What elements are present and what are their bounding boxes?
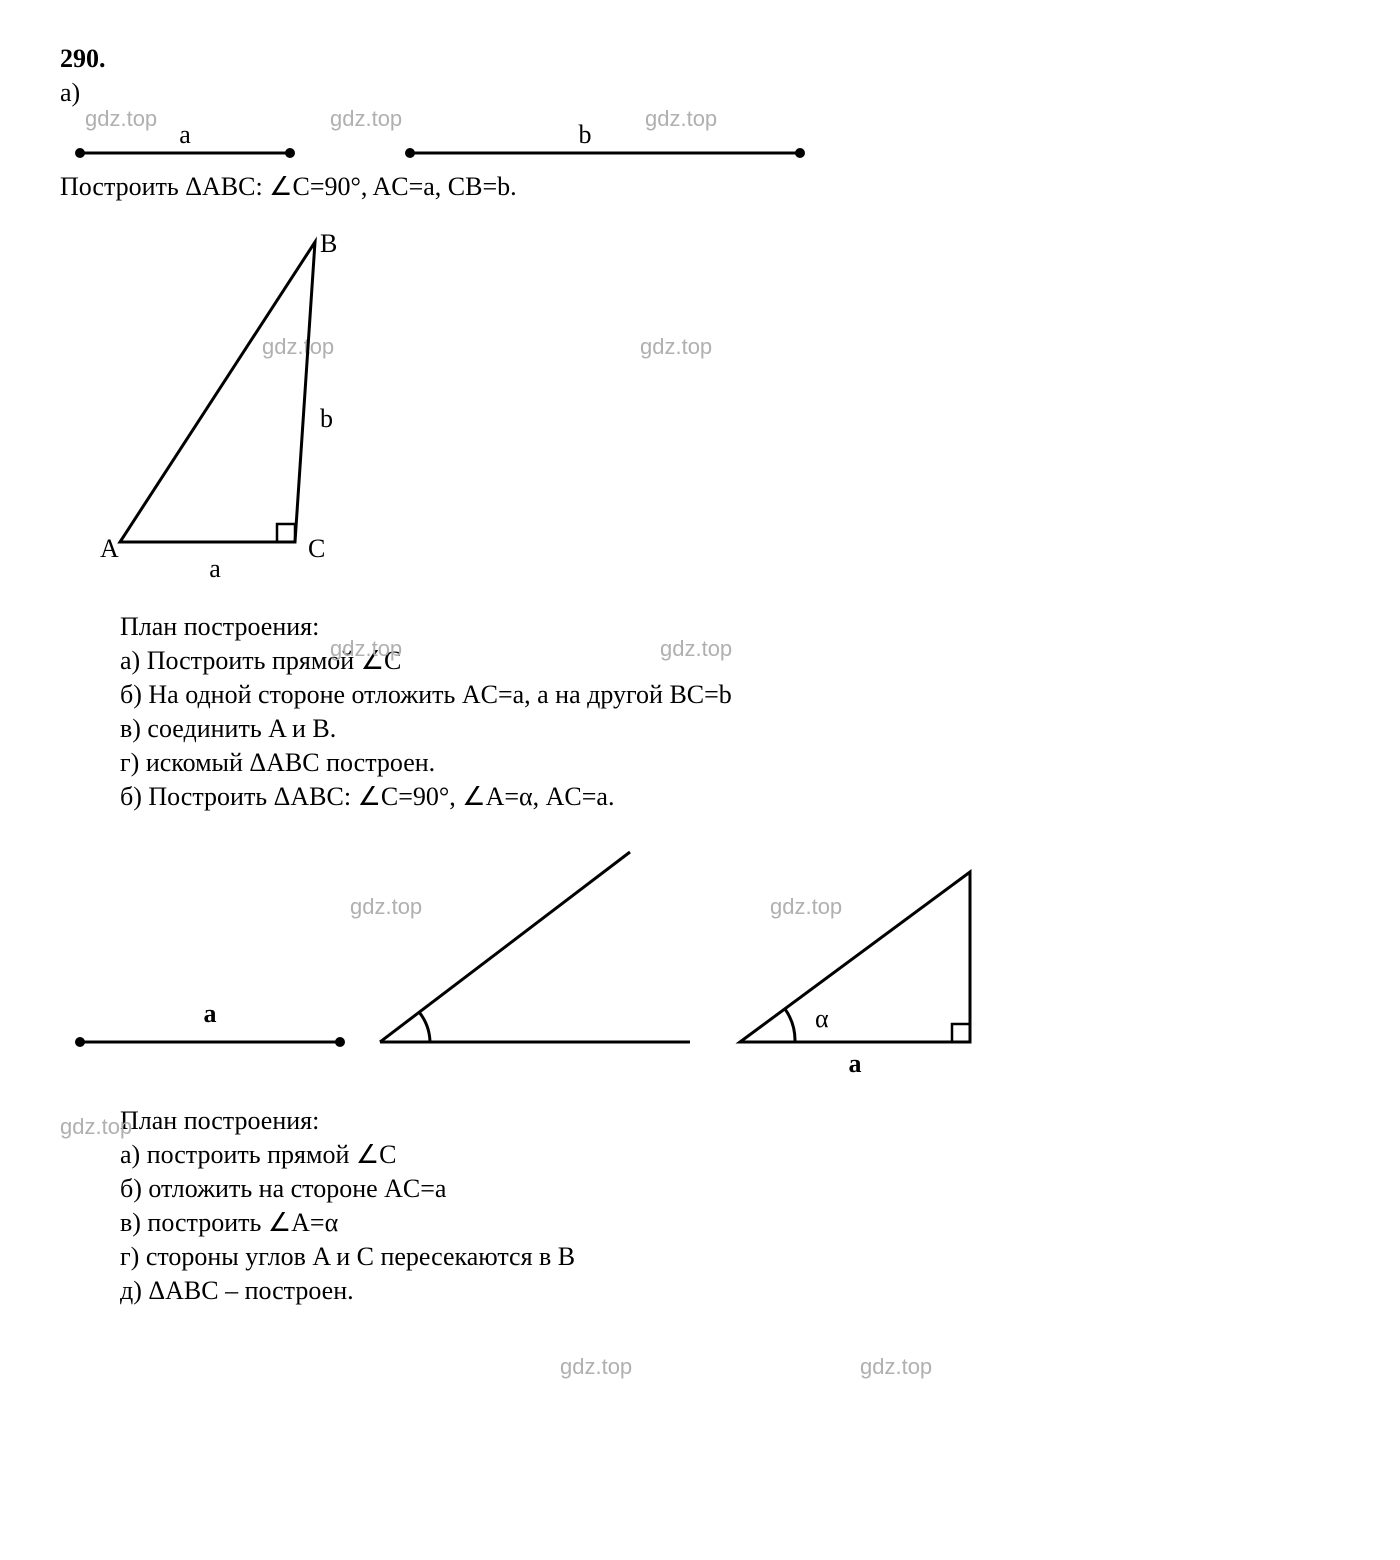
plan-a-step-d: г) искомый ΔABC построен. [120,748,1340,778]
svg-text:C: C [308,534,325,563]
plan-a-step-b: б) На одной стороне отложить AC=a, а на … [120,680,1340,710]
watermark: gdz.top [560,1354,632,1380]
svg-text:a: a [209,554,221,583]
document-content: gdz.top gdz.top gdz.top gdz.top gdz.top … [60,44,1340,1306]
plan-b-step-d: г) стороны углов A и C пересекаются в B [120,1242,1340,1272]
svg-text:b: b [320,404,333,433]
segments-svg: a b [60,118,960,168]
part-a-label: а) [60,78,1340,108]
svg-text:b: b [579,120,592,149]
svg-text:a: a [179,120,191,149]
triangle-1-svg: A B C a b [60,232,960,592]
plan-a-step-c: в) соединить A и B. [120,714,1340,744]
plan-a-step-e: б) Построить ΔABC: ∠C=90°, ∠A=α, AC=a. [120,782,1340,812]
diagrams-row-2: a α a [60,822,1340,1102]
watermark: gdz.top [60,1114,132,1140]
svg-text:B: B [320,232,337,258]
svg-text:α: α [815,1004,829,1033]
diagrams-row-2-svg: a α a [60,822,1050,1092]
triangle-1-container: A B C a b [60,232,1340,602]
segments-ab: a b [60,118,1340,168]
svg-text:a: a [204,999,217,1028]
svg-text:a: a [849,1049,862,1078]
plan-b-step-a: а) построить прямой ∠C [120,1140,1340,1170]
watermark: gdz.top [330,636,402,662]
construct-instruction-1: Построить ΔABC: ∠C=90°, AC=a, CB=b. [60,172,1340,202]
plan-b-step-b: б) отложить на стороне AC=a [120,1174,1340,1204]
svg-text:A: A [100,534,119,563]
watermark: gdz.top [660,636,732,662]
problem-number: 290. [60,44,1340,74]
plan-title-2: План построения: [120,1106,1340,1136]
plan-b-step-c: в) построить ∠A=α [120,1208,1340,1238]
plan-b-step-e: д) ΔABC – построен. [120,1276,1340,1306]
watermark: gdz.top [860,1354,932,1380]
